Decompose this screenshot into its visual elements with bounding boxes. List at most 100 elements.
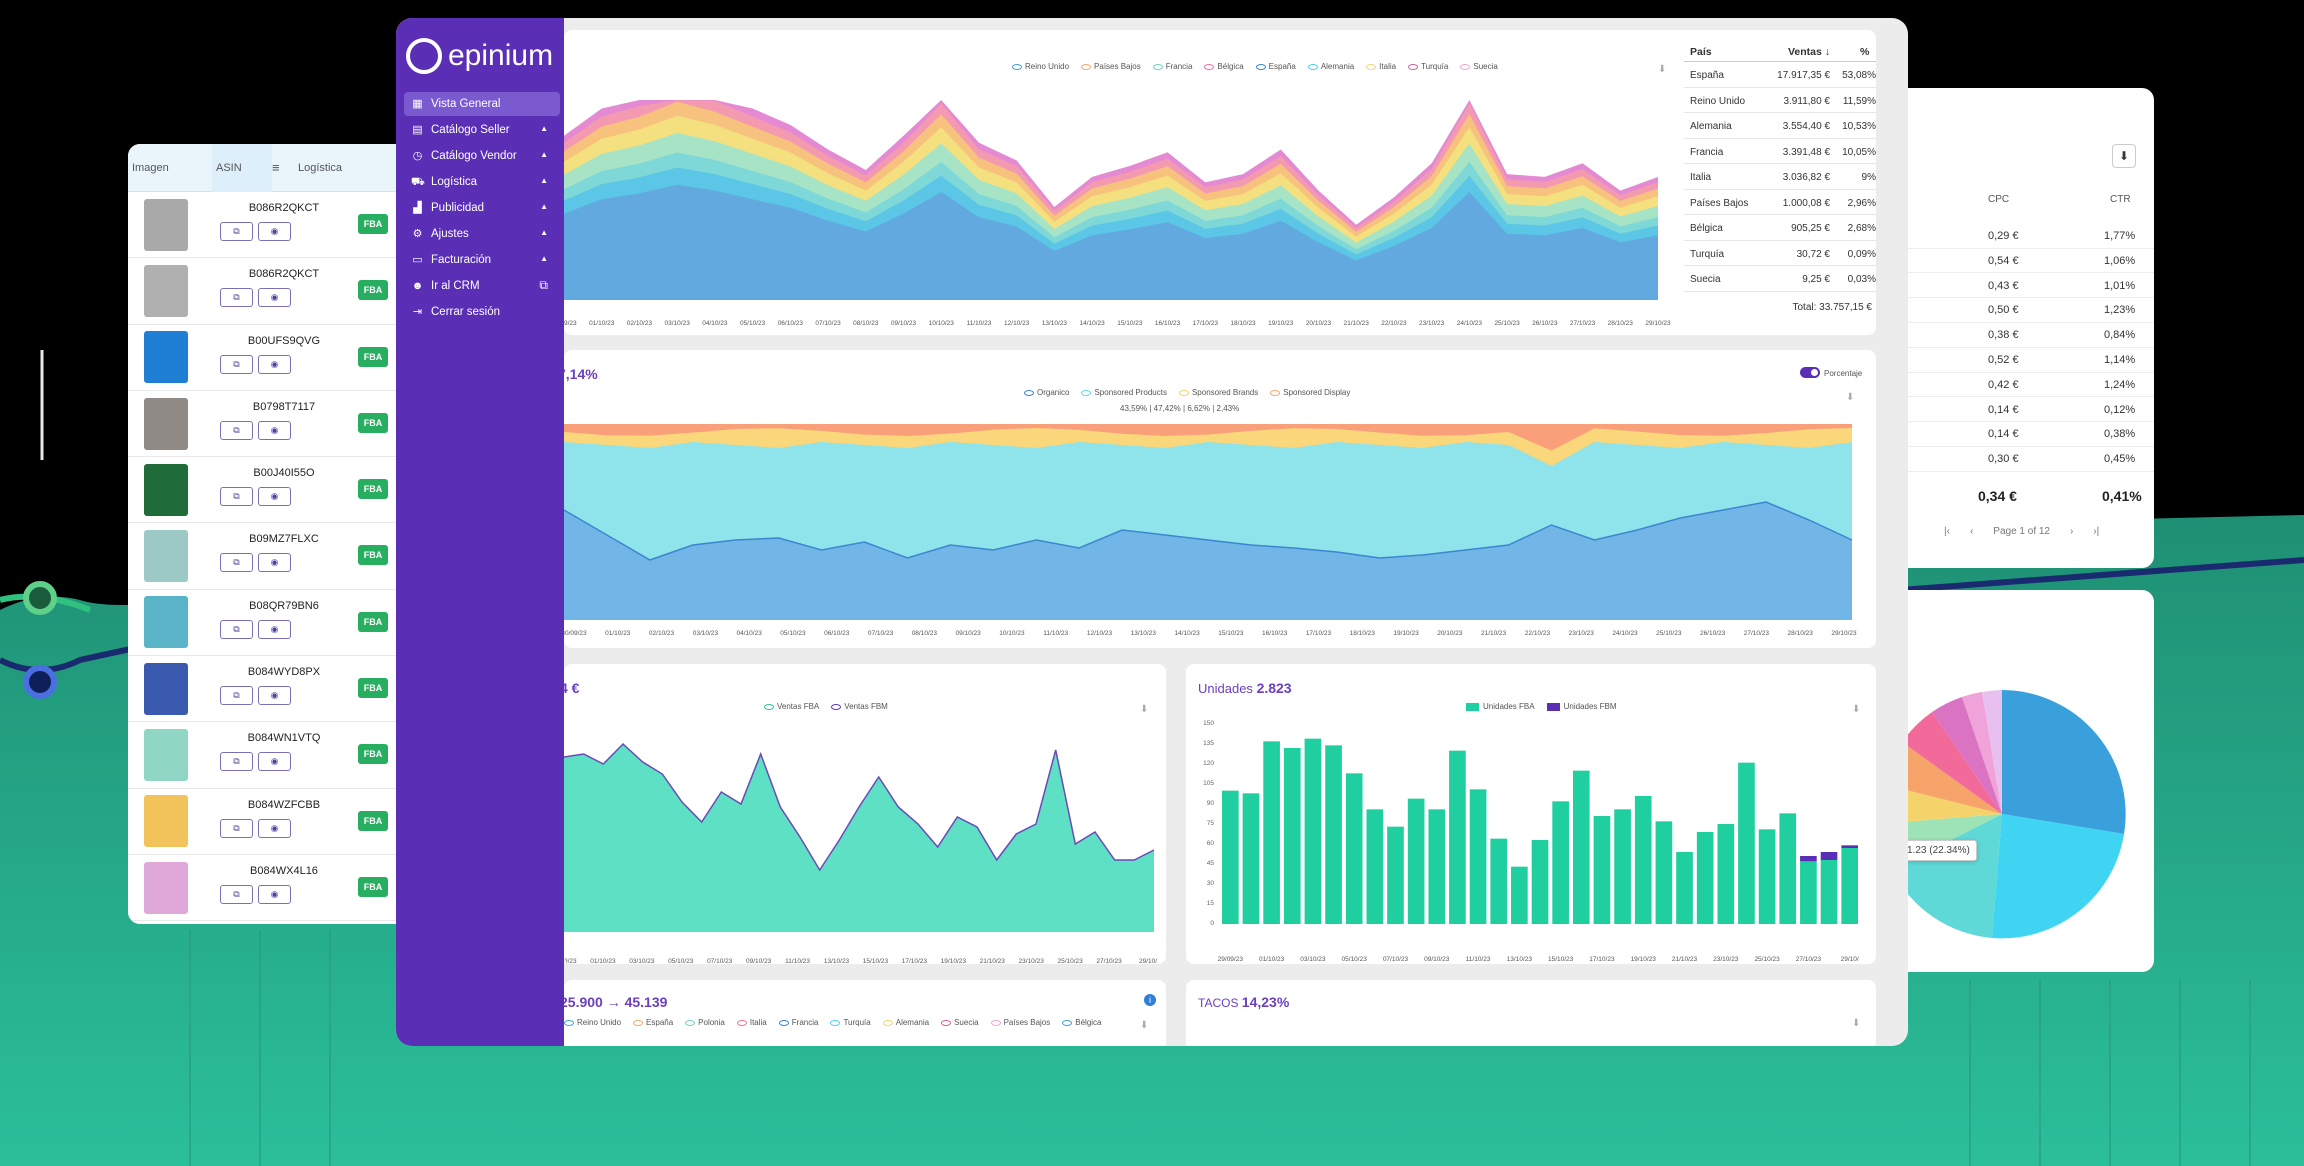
legend-marker [1204,63,1215,70]
external-link-icon[interactable]: ⧉ [220,288,253,308]
external-link-icon[interactable]: ⧉ [220,818,253,838]
external-link-icon[interactable]: ⧉ [220,619,253,639]
legend-item[interactable]: Suecia [941,1018,979,1027]
external-link-icon[interactable]: ⧉ [220,553,253,573]
eye-icon[interactable]: ◉ [258,884,291,904]
legend-item[interactable]: Sponsored Products [1081,388,1167,397]
external-link-icon[interactable]: ⧉ [220,222,253,241]
legend-item[interactable]: Bélgica [1204,62,1244,71]
download-icon[interactable]: ⬇ [1140,1020,1149,1031]
external-link-icon[interactable]: ⧉ [220,884,253,904]
legend-label: España [1268,62,1296,71]
external-link-icon[interactable]: ⧉ [220,686,253,706]
info-icon[interactable]: i [1144,994,1156,1006]
eye-icon[interactable]: ◉ [258,818,291,838]
eye-icon[interactable]: ◉ [258,487,291,507]
eye-icon[interactable]: ◉ [258,619,291,639]
x-tick-label: 10/10/23 [928,320,954,327]
eye-icon[interactable]: ◉ [258,553,291,573]
percentage-toggle[interactable] [1800,367,1820,378]
sidebar-item-vendor[interactable]: ◷ Catálogo Vendor ▲ [404,144,560,168]
legend-item[interactable]: Polonia [685,1018,725,1027]
asin-code: B086R2QKCT [248,268,320,281]
legend-item[interactable]: Sponsored Brands [1178,388,1258,397]
first-page-icon[interactable]: |‹ [1944,526,1950,537]
header-pais[interactable]: País [1690,46,1712,58]
legend-item[interactable]: Reino Unido [564,1018,621,1027]
prev-page-icon[interactable]: ‹ [1969,526,1974,537]
column-header-logistica[interactable]: Logística [298,161,343,174]
product-thumbnail [144,662,188,715]
legend-item[interactable]: Países Bajos [1081,62,1141,71]
legend-item[interactable]: Países Bajos [990,1018,1050,1027]
legend-item[interactable]: Italia [1366,62,1396,71]
last-page-icon[interactable]: ›| [2093,526,2100,537]
download-icon[interactable]: ⬇ [1852,704,1861,715]
external-link-icon[interactable]: ⧉ [220,752,253,772]
header-ventas[interactable]: Ventas ↓ [1787,46,1830,58]
external-link-icon[interactable]: ⧉ [220,420,253,440]
legend-marker [1270,389,1281,396]
legend-item[interactable]: Francia [1152,62,1192,71]
external-link-icon[interactable]: ⧉ [220,354,253,374]
bar-fba [1325,745,1342,924]
sales-by-country-panel: Reino Unido Países Bajos Francia Bélgica Esp… [564,30,1876,335]
eye-icon[interactable]: ◉ [258,222,291,241]
legend-item[interactable]: Ventas FBA [764,702,819,711]
menu-icon[interactable]: ≡ [272,160,280,175]
legend-label: Francia [791,1018,819,1027]
sidebar-item-invoice[interactable]: ▭ Facturación ▲ [404,248,560,272]
sidebar-item-logout[interactable]: ⇥ Cerrar sesión [404,300,560,324]
download-icon[interactable]: ⬇ [2112,144,2136,168]
eye-icon[interactable]: ◉ [258,354,291,374]
legend-item[interactable]: Unidades FBA [1466,702,1535,711]
sidebar-item-label: Facturación [431,254,492,266]
table-row: B09MZ7FLXC ⧉ ◉ FBA [128,523,418,590]
sidebar-item-catalog[interactable]: ▤ Catálogo Seller ▲ [404,118,560,142]
sidebar-item-dashboard[interactable]: ▦ Vista General [404,92,560,116]
legend-item[interactable]: Reino Unido [1012,62,1069,71]
legend-item[interactable]: Suecia [1460,62,1498,71]
legend-item[interactable]: España [633,1018,673,1027]
eye-icon[interactable]: ◉ [258,420,291,440]
next-page-icon[interactable]: › [2070,526,2074,537]
download-icon[interactable]: ⬇ [1658,64,1667,75]
legend-item[interactable]: Turquía [830,1018,871,1027]
sales-title: 4 € [564,680,580,696]
download-icon[interactable]: ⬇ [1852,1018,1861,1029]
legend-item[interactable]: Sponsored Display [1270,388,1350,397]
eye-icon[interactable]: ◉ [258,686,291,706]
x-tick-label: 30/09/23 [564,630,587,637]
channel-title: 7,14% [564,366,598,382]
x-tick-label: 03/10/23 [629,958,655,964]
legend-item[interactable]: Organico [1024,388,1069,397]
legend-item[interactable]: Bélgica [1062,1018,1102,1027]
sales-country-legend: Reino Unido Países Bajos Francia Bélgica Esp… [1012,62,1510,71]
legend-item[interactable]: Alemania [1307,62,1354,71]
column-header-asin[interactable]: ASIN [212,144,272,192]
epinium-logo[interactable]: epinium [406,38,553,74]
bar-fba [1511,866,1528,924]
external-link-icon[interactable]: ⧉ [220,487,253,507]
eye-icon[interactable]: ◉ [258,752,291,772]
country-sales: 3.391,48 € [1782,146,1830,158]
legend-item[interactable]: Alemania [882,1018,929,1027]
legend-item[interactable]: Turquía [1408,62,1448,71]
sidebar-item-truck[interactable]: ⛟ Logística ▲ [404,170,560,194]
sidebar-item-user[interactable]: ☻ Ir al CRM ⧉ [404,274,560,298]
eye-icon[interactable]: ◉ [258,288,291,308]
legend-item[interactable]: Francia [778,1018,819,1027]
table-row: Países Bajos 1.000,08 € 2,96% [1684,190,1876,215]
download-icon[interactable]: ⬇ [1846,392,1855,403]
table-row: B0798T7117 ⧉ ◉ FBA [128,391,418,458]
legend-item[interactable]: Italia [736,1018,767,1027]
header-percent[interactable]: % [1860,46,1870,58]
download-icon[interactable]: ⬇ [1140,704,1149,715]
x-tick-label: 09/10/23 [1424,956,1450,963]
channel-legend: Organico Sponsored Products Sponsored Bran… [1024,388,1362,397]
sidebar-item-gear[interactable]: ⚙ Ajustes ▲ [404,222,560,246]
legend-item[interactable]: Ventas FBM [831,702,888,711]
legend-item[interactable]: Unidades FBM [1546,702,1617,711]
sidebar-item-chart[interactable]: ▟ Publicidad ▲ [404,196,560,220]
legend-item[interactable]: España [1255,62,1296,71]
